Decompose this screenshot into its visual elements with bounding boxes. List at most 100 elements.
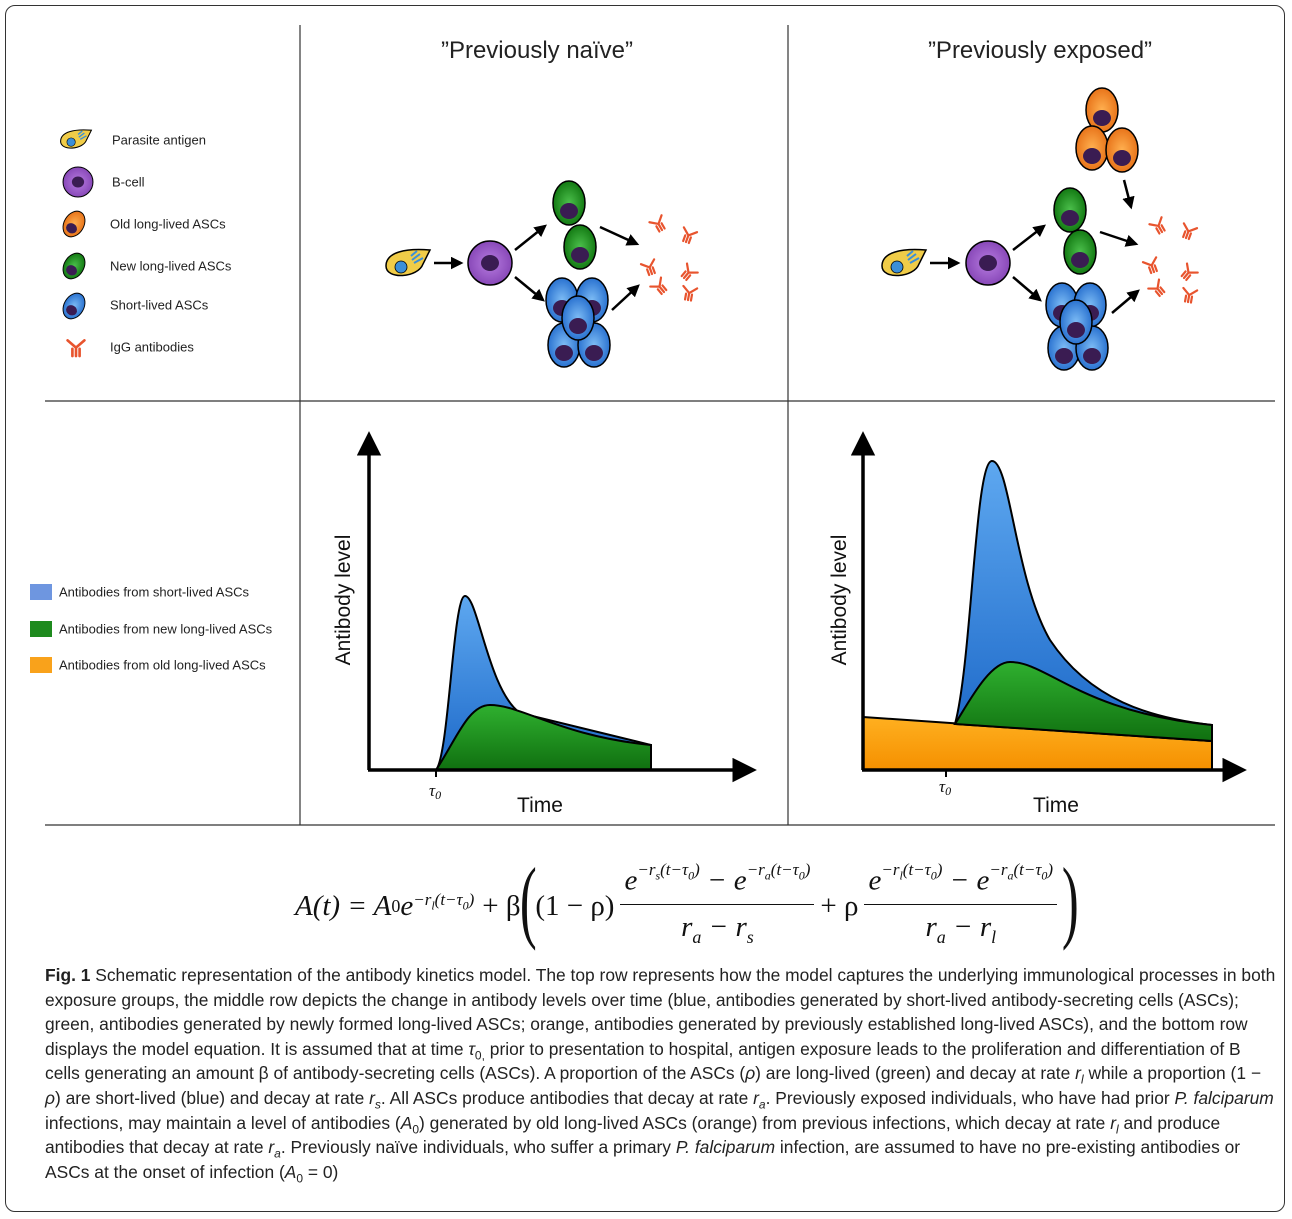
text: ) [694,860,700,880]
text: (1 − ρ) [535,889,615,922]
text: a [758,1097,766,1112]
text: −r [746,860,765,880]
text: − r [945,910,992,943]
text: 0 [798,868,805,883]
legend-label: B-cell [112,174,145,189]
legend-icon [58,288,90,324]
text: s [655,868,661,883]
legend-label: Short-lived ASCs [110,297,209,312]
text: 0 [1041,868,1048,883]
text: r [1075,1063,1081,1084]
text: (t−τ [770,860,799,880]
text: 0 [296,1171,304,1186]
naive-plot: Antibody level Time τ0 [332,431,757,817]
text: (t−τ [434,890,463,910]
text: = 0) [303,1161,339,1182]
text: + β [482,889,521,922]
text: τ [429,781,436,800]
text: . Previously naïve individuals, who suff… [280,1137,676,1158]
text: + ρ [820,889,859,922]
text: r [925,910,937,943]
figure-frame [5,5,1285,1212]
text: . All ASCs produce antibodies that decay… [380,1087,754,1108]
legend-label: New long-lived ASCs [110,258,232,273]
text: 0 [412,1122,420,1137]
text: r [753,1087,759,1108]
naive-diagram [385,180,699,368]
text: e [624,864,638,897]
legend-label: IgG antibodies [110,339,194,354]
legend-label: Antibodies from short-lived ASCs [59,584,250,599]
text: τ [939,777,946,796]
text: a [936,926,946,947]
text: r [1110,1112,1116,1133]
text: 0 [391,895,401,916]
text: −r [881,860,900,880]
text: infections, may maintain a level of anti… [45,1112,401,1133]
text: ) [1061,849,1079,951]
text: ) [1047,860,1054,880]
text: A(t) = A [295,889,392,922]
text: ) [936,860,943,880]
text: a [764,868,771,883]
text: 0 [930,868,937,883]
legend-icon [59,129,93,149]
text: ) generated by old long-lived ASCs (oran… [419,1112,1111,1133]
legend-swatch [30,584,52,600]
text: and produce antibodies that decay at rat… [45,1112,1221,1158]
exposed-plot: Antibody level Time τ0 [828,431,1247,817]
legend-icon [66,339,86,358]
text: τ [468,1038,475,1059]
text: 0 [688,868,695,883]
legend-label: Old long-lived ASCs [110,216,226,231]
caption-label: Fig. 1 [45,965,91,985]
text: Schematic representation of the antibody… [45,965,1276,1059]
text: e [400,889,414,922]
caption: Fig. 1 Schematic representation of the a… [45,963,1280,1184]
text: r [369,1087,375,1108]
text: −r [637,860,656,880]
legend-icon [58,248,90,284]
text: ρ [45,1087,55,1108]
text: P. falciparum [1174,1087,1274,1108]
legend-label: Parasite antigen [112,132,206,147]
text: a [692,926,702,947]
text: ) [804,860,811,880]
legend-swatch [30,657,52,673]
column-title: ”Previously naïve” [441,37,633,64]
text: r [268,1137,275,1158]
y-axis-label: Antibody level [828,535,851,666]
text: 0 [435,788,441,802]
text: l [1080,1072,1084,1087]
text: s [746,926,754,947]
legend-swatch [30,621,52,637]
text: l [431,898,435,913]
text: 0 [945,784,951,798]
x-axis-label: Time [517,794,563,817]
text: ) are long-lived (green) and decay at ra… [755,1063,1076,1084]
text: l [991,926,997,947]
exposed-diagram [881,87,1199,371]
text: − e [942,864,990,897]
text: r [681,910,693,943]
text: s [374,1097,381,1112]
text: (t−τ [660,860,689,880]
equation: A(t) = A 0 e −rl(t−τ0) + β ( (1 − ρ) e−rs(t… [295,854,1079,956]
tau-label: τ0 [429,781,441,802]
text: while a proportion (1 − [1083,1063,1262,1084]
legend-icon [58,206,90,242]
x-axis-label: Time [1033,794,1079,817]
text: prior to presentation to hospital, antig… [45,1038,1241,1084]
column-title: ”Previously exposed” [928,37,1152,64]
text: ρ [745,1063,756,1084]
text: P. falciparum [675,1137,776,1158]
text: . Previously exposed individuals, who ha… [765,1087,1175,1108]
text: − r [701,910,747,943]
text: l [1115,1122,1119,1137]
text: a [1007,868,1014,883]
text: −r [413,890,432,910]
legend-icon [62,166,94,198]
figure: ”Previously naïve” ”Previously exposed” … [30,25,1275,826]
text: A [400,1112,413,1133]
